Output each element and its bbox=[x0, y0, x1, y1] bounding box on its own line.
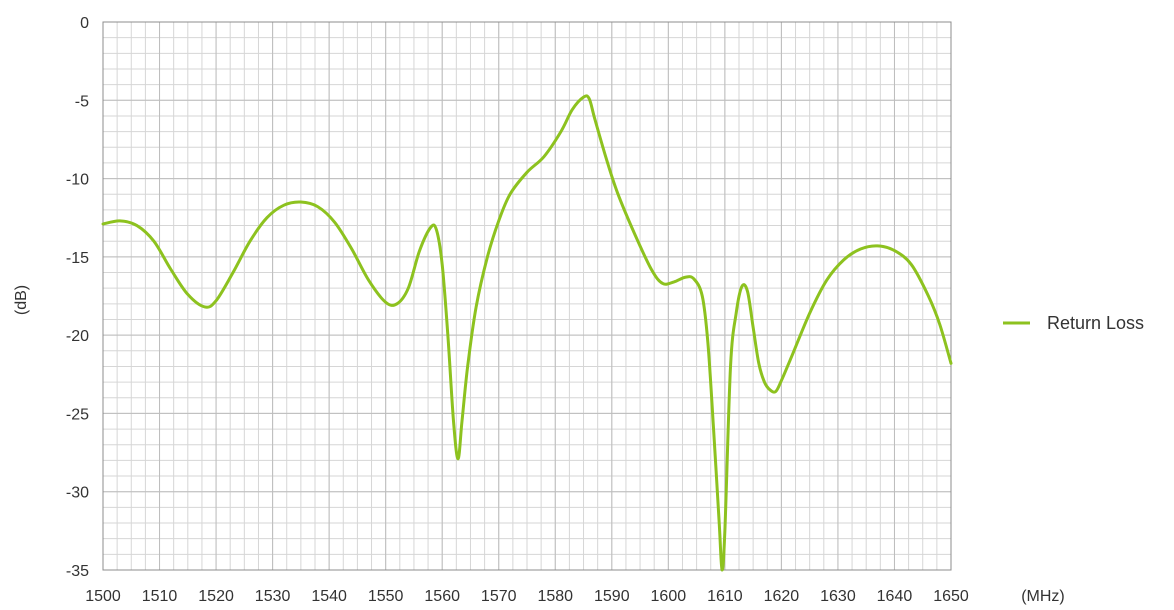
x-tick-label: 1510 bbox=[142, 588, 178, 605]
y-tick-label: -25 bbox=[66, 406, 89, 423]
x-tick-label: 1600 bbox=[651, 588, 687, 605]
x-tick-label: 1580 bbox=[537, 588, 573, 605]
series-layer bbox=[101, 94, 953, 572]
x-axis-unit: (MHz) bbox=[1021, 588, 1065, 605]
y-axis-unit: (dB) bbox=[13, 285, 30, 315]
x-tick-label: 1640 bbox=[877, 588, 913, 605]
x-tick-label: 1500 bbox=[85, 588, 121, 605]
y-tick-label: 0 bbox=[80, 15, 89, 32]
x-tick-label: 1620 bbox=[764, 588, 800, 605]
x-tick-label: 1540 bbox=[311, 588, 347, 605]
grid-major bbox=[102, 21, 952, 571]
x-tick-label: 1520 bbox=[198, 588, 234, 605]
plot-frame bbox=[102, 21, 952, 571]
legend: Return Loss bbox=[1003, 313, 1144, 333]
x-tick-label: 1630 bbox=[820, 588, 856, 605]
x-tick-label: 1550 bbox=[368, 588, 404, 605]
y-tick-label: -15 bbox=[66, 250, 89, 267]
x-tick-label: 1570 bbox=[481, 588, 517, 605]
y-tick-label: -35 bbox=[66, 563, 89, 580]
x-tick-label: 1610 bbox=[707, 588, 743, 605]
y-tick-label: -10 bbox=[66, 172, 89, 189]
x-tick-label: 1530 bbox=[255, 588, 291, 605]
x-tick-labels: 1500 1510 1520 1530 1540 1550 1560 1570 1580 1590… bbox=[85, 588, 969, 605]
y-tick-label: -5 bbox=[75, 93, 89, 110]
y-tick-label: -30 bbox=[66, 485, 89, 502]
x-tick-label: 1650 bbox=[933, 588, 969, 605]
grid-minor bbox=[102, 21, 952, 571]
legend-label-return-loss: Return Loss bbox=[1047, 313, 1144, 333]
series-line-return-loss bbox=[101, 94, 953, 572]
x-tick-label: 1590 bbox=[594, 588, 630, 605]
x-tick-label: 1560 bbox=[424, 588, 460, 605]
y-tick-label: -20 bbox=[66, 328, 89, 345]
y-tick-labels: 0 -5 -10 -15 -20 -25 -30 -35 bbox=[66, 15, 89, 580]
